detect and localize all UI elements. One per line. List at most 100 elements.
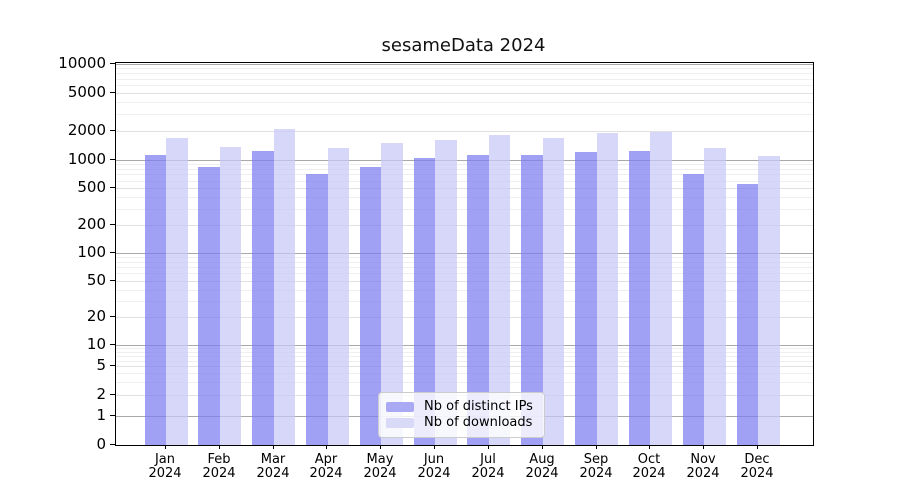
bar-downloads-oct — [650, 131, 672, 445]
gridline-minor — [116, 164, 813, 165]
y-tick-mark — [110, 280, 115, 281]
gridline-minor — [116, 209, 813, 210]
x-tick-mark — [542, 445, 543, 449]
x-tick-label-sep: Sep 2024 — [579, 452, 613, 481]
y-tick-label-0: 0 — [96, 435, 106, 453]
y-tick-mark — [110, 130, 115, 131]
legend-swatch-distinct-ips — [386, 402, 414, 412]
gridline-minor — [116, 102, 813, 103]
x-tick-mark — [273, 445, 274, 449]
gridline-minor — [116, 257, 813, 258]
bar-distinct-ips-may — [359, 167, 382, 445]
y-tick-mark — [110, 159, 115, 160]
gridline-minor — [116, 281, 813, 282]
plot-area — [115, 62, 814, 446]
gridline-minor — [116, 79, 813, 80]
gridline-minor — [116, 290, 813, 291]
gridline-minor — [116, 317, 813, 318]
gridline-minor — [116, 197, 813, 198]
legend-item-distinct-ips: Nb of distinct IPs — [386, 399, 534, 415]
y-tick-mark — [110, 224, 115, 225]
gridline-minor — [116, 174, 813, 175]
gridline-minor — [116, 262, 813, 263]
bar-distinct-ips-jul — [467, 154, 489, 445]
legend: Nb of distinct IPs Nb of downloads — [378, 392, 545, 438]
x-tick-label-mar: Mar 2024 — [256, 452, 290, 481]
y-tick-mark — [110, 415, 115, 416]
y-tick-mark — [110, 444, 115, 445]
y-tick-label-500: 500 — [77, 178, 106, 196]
y-tick-label-2000: 2000 — [67, 121, 106, 139]
bar-downloads-nov — [704, 148, 726, 445]
bar-downloads-jun — [435, 140, 457, 445]
gridline-minor — [116, 301, 813, 302]
x-tick-mark — [488, 445, 489, 449]
y-tick-mark — [110, 187, 115, 188]
legend-swatch-downloads — [386, 418, 414, 428]
x-tick-label-apr: Apr 2024 — [309, 452, 343, 481]
gridline-minor — [116, 181, 813, 182]
x-tick-label-may: May 2024 — [363, 452, 397, 481]
gridline-minor — [116, 373, 813, 374]
x-tick-mark — [649, 445, 650, 449]
gridline-minor — [116, 225, 813, 226]
bar-downloads-jan — [166, 137, 188, 445]
x-tick-mark — [380, 445, 381, 449]
gridline-minor — [116, 273, 813, 274]
y-tick-label-200: 200 — [77, 215, 106, 233]
gridline-minor — [116, 85, 813, 86]
gridline-minor — [116, 352, 813, 353]
bar-distinct-ips-jun — [413, 158, 436, 445]
y-tick-label-5: 5 — [96, 356, 106, 374]
gridline-major — [116, 160, 813, 161]
bar-distinct-ips-oct — [628, 150, 651, 445]
x-tick-mark — [757, 445, 758, 449]
bar-distinct-ips-nov — [682, 173, 705, 445]
x-tick-label-jan: Jan 2024 — [148, 452, 182, 481]
legend-label-distinct-ips: Nb of distinct IPs — [424, 399, 533, 414]
gridline-minor — [116, 382, 813, 383]
x-tick-label-feb: Feb 2024 — [202, 452, 236, 481]
y-tick-label-1000: 1000 — [67, 150, 106, 168]
y-tick-label-10: 10 — [86, 335, 106, 353]
bar-downloads-jul — [488, 135, 511, 445]
gridline-minor — [116, 169, 813, 170]
gridline-minor — [116, 131, 813, 132]
y-tick-mark — [110, 344, 115, 345]
x-tick-mark — [434, 445, 435, 449]
x-tick-label-aug: Aug 2024 — [525, 452, 559, 481]
y-tick-label-50: 50 — [86, 271, 106, 289]
bar-downloads-dec — [758, 156, 780, 445]
x-tick-mark — [596, 445, 597, 449]
y-tick-label-20: 20 — [86, 307, 106, 325]
x-tick-label-nov: Nov 2024 — [686, 452, 720, 481]
legend-item-downloads: Nb of downloads — [386, 415, 534, 431]
y-tick-mark — [110, 394, 115, 395]
x-tick-mark — [703, 445, 704, 449]
bar-downloads-mar — [273, 129, 296, 445]
bar-downloads-feb — [219, 146, 242, 445]
x-tick-mark — [326, 445, 327, 449]
gridline-major — [116, 345, 813, 346]
gridline-minor — [116, 348, 813, 349]
gridline-minor — [116, 114, 813, 115]
legend-label-downloads: Nb of downloads — [424, 415, 533, 430]
bar-distinct-ips-mar — [252, 151, 274, 445]
x-tick-label-jul: Jul 2024 — [471, 452, 505, 481]
y-tick-mark — [110, 252, 115, 253]
y-tick-mark — [110, 92, 115, 93]
y-tick-label-2: 2 — [96, 385, 106, 403]
y-tick-label-1: 1 — [96, 406, 106, 424]
chart-title: sesameData 2024 — [381, 35, 546, 56]
gridline-major — [116, 64, 813, 65]
x-tick-label-oct: Oct 2024 — [632, 452, 666, 481]
y-tick-mark — [110, 63, 115, 64]
y-tick-label-10000: 10000 — [58, 54, 106, 72]
bar-distinct-ips-jan — [144, 154, 166, 445]
bar-distinct-ips-dec — [736, 184, 758, 445]
bar-downloads-apr — [327, 148, 349, 445]
x-tick-mark — [165, 445, 166, 449]
bar-distinct-ips-sep — [575, 152, 597, 445]
bar-downloads-sep — [596, 133, 619, 445]
bar-distinct-ips-apr — [306, 173, 328, 445]
